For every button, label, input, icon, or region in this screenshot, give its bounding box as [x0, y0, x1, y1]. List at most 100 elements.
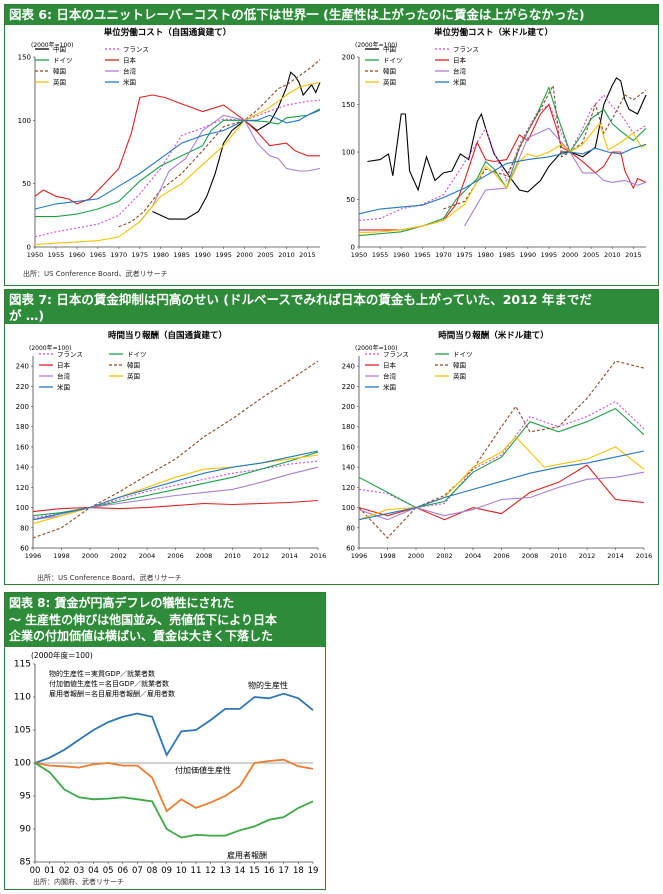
- chart-title: 時間当り報酬（自国通貨建て）: [108, 330, 227, 341]
- legend-label: 日本: [453, 56, 467, 65]
- y-tick-label: 120: [342, 484, 355, 492]
- unit-label: (2000年度＝100): [31, 650, 93, 660]
- x-tick-label: 07: [132, 866, 143, 876]
- x-tick-label: 2014: [281, 552, 298, 560]
- x-tick-label: 15: [249, 866, 260, 876]
- series-line-付加価値生産性: [34, 758, 314, 813]
- x-tick-label: 09: [161, 866, 172, 876]
- series-line-中国: [367, 77, 647, 193]
- y-tick-label: 50: [22, 180, 31, 188]
- chart-unit-labor-cost-local: 単位労働コスト（自国通貨建て） (2000年=100) 0 50 100 150 1950 1…: [18, 27, 321, 259]
- y-tick-label: 160: [16, 443, 29, 451]
- figure-6-header: 図表 6: 日本のユニットレーバーコストの低下は世界一 (生産性は上がったのに賃…: [5, 5, 658, 25]
- x-tick-label: 04: [88, 866, 99, 876]
- y-tick-label: 120: [16, 484, 29, 492]
- x-tick-label: 1965: [90, 251, 107, 259]
- x-tick-label: 10: [176, 866, 187, 876]
- x-tick-label: 2004: [465, 552, 482, 560]
- x-tick-label: 18: [293, 866, 304, 876]
- y-tick-label: 105: [14, 726, 31, 736]
- figure-8-header: 図表 8: 賃金が円高デフレの犠牲にされた ～ 生産性の伸びは他国並み、売値低下…: [5, 593, 325, 647]
- x-tick-label: 2005: [257, 251, 274, 259]
- legend-label: 英国: [383, 78, 396, 87]
- y-tick-label: 180: [342, 423, 355, 431]
- series-line-英国: [34, 81, 321, 246]
- legend-label: 中国: [53, 45, 66, 54]
- figure-7-source: 出所：US Conference Board、武者リサーチ: [37, 574, 182, 582]
- x-tick-label: 1975: [132, 251, 149, 259]
- x-tick-label: 1975: [456, 251, 473, 259]
- x-tick-label: 1950: [351, 251, 368, 259]
- legend-label: 英国: [453, 372, 466, 381]
- x-tick-label: 2008: [196, 552, 213, 560]
- y-tick-label: 240: [342, 363, 355, 371]
- x-tick-label: 1998: [53, 552, 70, 560]
- series-line-日本: [359, 103, 647, 231]
- x-tick-label: 2016: [636, 552, 653, 560]
- x-tick-label: 00: [30, 866, 41, 876]
- series-line-米国: [34, 109, 321, 210]
- x-tick-label: 2002: [110, 552, 127, 560]
- figure-8-header-line3: 企業の付加価値は横ばい、賃金は大きく下落した: [9, 629, 274, 643]
- unit-label: (2000年=100): [31, 41, 73, 49]
- x-tick-label: 1995: [215, 251, 232, 259]
- y-tick-label: 0: [27, 244, 31, 252]
- series-line-雇用者報酬: [34, 762, 314, 839]
- legend-label: 台湾: [453, 67, 467, 76]
- series-line-米国: [358, 450, 645, 521]
- x-tick-label: 13: [220, 866, 231, 876]
- y-tick-label: 240: [16, 363, 29, 371]
- y-tick-label: 85: [20, 858, 31, 868]
- figure-8-source: 出所：内閣府、武者リサーチ: [33, 878, 124, 886]
- x-tick-label: 1960: [69, 251, 86, 259]
- series-line-フランス: [358, 400, 645, 509]
- y-tick-label: 100: [14, 759, 31, 769]
- x-tick-label: 2015: [625, 251, 642, 259]
- series-line-台湾: [464, 127, 647, 227]
- legend-label: ドイツ: [383, 57, 403, 65]
- x-tick-label: 12: [205, 866, 216, 876]
- legend-label: フランス: [123, 46, 149, 54]
- legend-label: 米国: [123, 78, 136, 87]
- y-tick-label: 110: [14, 693, 31, 703]
- x-tick-label: 2000: [408, 552, 425, 560]
- y-tick-label: 200: [16, 403, 29, 411]
- x-tick-label: 17: [278, 866, 289, 876]
- chart-hourly-comp-local: 時間当り報酬（自国通貨建て） (2000年=100) 60 80 100 120 140 16…: [16, 330, 327, 560]
- x-tick-label: 08: [147, 866, 158, 876]
- y-tick-label: 95: [20, 792, 31, 802]
- x-tick-label: 1970: [111, 251, 128, 259]
- unit-label: (2000年=100): [29, 344, 71, 352]
- series-line-韓国: [118, 59, 321, 228]
- x-tick-label: 2006: [167, 552, 184, 560]
- y-tick-label: 60: [346, 545, 355, 553]
- legend-label: 台湾: [57, 372, 71, 381]
- x-tick-label: 1950: [27, 251, 44, 259]
- x-tick-label: 1955: [48, 251, 65, 259]
- x-tick-label: 2016: [310, 552, 327, 560]
- x-tick-label: 2014: [607, 552, 624, 560]
- x-tick-label: 14: [234, 866, 245, 876]
- chart-title: 単位労働コスト（自国通貨建て）: [104, 27, 232, 38]
- series-line-物的生産性: [34, 692, 314, 764]
- x-tick-label: 1980: [152, 251, 169, 259]
- chart-title: 時間当り報酬（米ドル建て）: [438, 330, 549, 341]
- x-tick-label: 1960: [393, 251, 410, 259]
- chart-hourly-comp-usd: 時間当り報酬（米ドル建て） (2000年=100) 60 80 100 120 140 160…: [342, 330, 653, 560]
- x-tick-label: 1990: [194, 251, 211, 259]
- y-tick-label: 220: [342, 383, 355, 391]
- y-tick-label: 60: [20, 545, 29, 553]
- x-tick-label: 1990: [520, 251, 537, 259]
- legend-label: 米国: [57, 383, 70, 392]
- y-tick-label: 150: [18, 54, 31, 62]
- y-tick-label: 80: [20, 524, 29, 532]
- y-tick-label: 90: [20, 825, 32, 835]
- chart-unit-labor-cost-usd: 単位労働コスト（米ドル建て） (2000年=100) 0 50 100 150 200 195…: [342, 27, 647, 259]
- x-tick-label: 2010: [550, 552, 567, 560]
- legend-label: 韓国: [53, 67, 66, 76]
- legend-label: 日本: [383, 361, 397, 370]
- x-tick-label: 2012: [579, 552, 596, 560]
- x-tick-label: 2010: [224, 552, 241, 560]
- legend-label: 中国: [383, 45, 396, 54]
- legend-label: 英国: [127, 372, 140, 381]
